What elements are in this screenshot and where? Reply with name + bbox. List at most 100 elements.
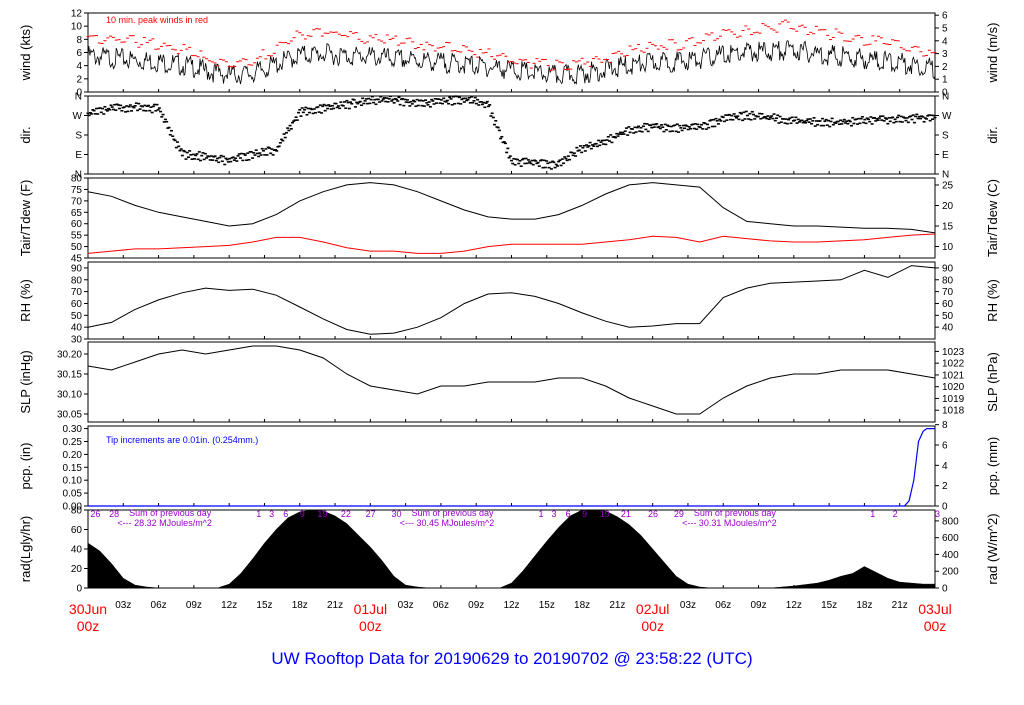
y-tick-label: 60 xyxy=(71,525,83,536)
y2-tick-label: 20 xyxy=(942,201,954,212)
x-tick-label: 06z xyxy=(151,600,167,611)
panel-pcp: pcp. (in) pcp. (mm) 0.00 0.05 0.10 0.15 0.20 0.… xyxy=(18,420,1000,512)
sun-annotation: <--- 30.31 MJoules/m^2 xyxy=(682,518,777,528)
y-tick-label: 8 xyxy=(76,35,82,46)
y2-tick-label: 6 xyxy=(942,441,948,452)
y-tick-label: 0 xyxy=(76,88,82,99)
sun-annotation: Sum of previous day xyxy=(694,508,777,518)
series-sea-level-pressure xyxy=(87,345,936,415)
sun-annotation: <--- 30.45 MJoules/m^2 xyxy=(400,518,495,528)
y-tick-label: 70 xyxy=(71,287,83,298)
y2-axis-label: dir. xyxy=(985,126,1000,143)
sun-label: 3 xyxy=(269,509,274,519)
y-tick-label: 40 xyxy=(71,323,83,334)
y2-tick-label: 70 xyxy=(942,287,954,298)
y2-tick-label: 2 xyxy=(942,62,948,73)
y2-tick-label: 600 xyxy=(942,533,959,544)
y2-tick-label: 200 xyxy=(942,567,959,578)
y-tick-label: 2 xyxy=(76,74,82,85)
x-tick-label: 12z xyxy=(786,600,802,611)
sun-label: 1 xyxy=(539,509,544,519)
y-tick-label: 55 xyxy=(71,231,83,242)
y-axis-label: wind (kts) xyxy=(18,25,33,82)
series-dew-point xyxy=(87,233,936,254)
sun-label: 2 xyxy=(893,509,898,519)
y-tick-label: 50 xyxy=(71,311,83,322)
sun-label: 6 xyxy=(283,509,288,519)
y2-tick-label: 6 xyxy=(942,11,948,22)
y-axis-label: Tair/Tdew (F) xyxy=(18,180,33,257)
x-tick-label: 09z xyxy=(186,600,202,611)
panel-frame xyxy=(87,261,936,340)
y-tick-label: 0 xyxy=(76,584,82,595)
x-tick-label: 09z xyxy=(468,600,484,611)
y2-axis-label: RH (%) xyxy=(985,279,1000,322)
x-tick-label: 18z xyxy=(292,600,308,611)
y-tick-label: S xyxy=(75,131,82,142)
x-date-label: 02Jul xyxy=(636,601,669,617)
y2-tick-label: 80 xyxy=(942,275,954,286)
x-date-hour-label: 00z xyxy=(924,618,947,634)
sun-label: 30 xyxy=(392,509,402,519)
y2-axis-label: pcp. (mm) xyxy=(985,437,1000,496)
sun-annotation: Sum of previous day xyxy=(129,508,212,518)
sun-label: 6 xyxy=(566,509,571,519)
x-tick-label: 15z xyxy=(539,600,555,611)
y2-tick-label: 0 xyxy=(942,584,948,595)
y2-tick-label: 0 xyxy=(942,502,948,513)
panel-annotation: Tip increments are 0.01in. (0.254mm.) xyxy=(106,435,258,445)
x-date-label: 01Jul xyxy=(354,601,387,617)
y2-tick-label: 1 xyxy=(942,75,948,86)
y-axis-label: rad(Lgly/hr) xyxy=(18,516,33,582)
x-date-label: 30Jun xyxy=(69,601,107,617)
y-tick-label: 65 xyxy=(71,208,83,219)
y2-tick-label: 1021 xyxy=(942,370,965,381)
y2-tick-label: 1022 xyxy=(942,359,965,370)
y-tick-label: 30.15 xyxy=(57,370,82,381)
panel-frame xyxy=(87,12,936,93)
y-axis-label: RH (%) xyxy=(18,279,33,322)
x-date-hour-label: 00z xyxy=(641,618,664,634)
y2-tick-label: 400 xyxy=(942,550,959,561)
y2-tick-label: 90 xyxy=(942,263,954,274)
y2-tick-label: 800 xyxy=(942,516,959,527)
x-tick-label: 03z xyxy=(115,600,131,611)
x-tick-label: 15z xyxy=(821,600,837,611)
y2-tick-label: 1019 xyxy=(942,394,965,405)
sun-label: 22 xyxy=(341,509,351,519)
y2-tick-label: 4 xyxy=(942,36,948,47)
y-axis-label: SLP (inHg) xyxy=(18,350,33,413)
y2-axis-label: wind (m/s) xyxy=(985,23,1000,84)
y2-tick-label: W xyxy=(942,111,952,122)
series-wind-direction xyxy=(86,95,937,170)
x-tick-label: 18z xyxy=(574,600,590,611)
series-mean-wind xyxy=(87,40,936,85)
y-tick-label: 0.05 xyxy=(63,489,83,500)
series-solar-radiation xyxy=(87,509,936,589)
y-tick-label: 90 xyxy=(71,263,83,274)
x-date-label: 03Jul xyxy=(918,601,951,617)
x-tick-label: 15z xyxy=(256,600,272,611)
x-axis: 03z 06z 09z 12z 15z 18z 21z 03z 06z 09z 12z 15z 18z 2… xyxy=(69,600,952,634)
sun-annotation: <--- 28.32 MJoules/m^2 xyxy=(117,518,212,528)
y2-axis-label: rad (W/m^2) xyxy=(985,513,1000,584)
panel-rad: rad(Lgly/hr) rad (W/m^2)02040608002004006… xyxy=(18,506,1000,595)
y-tick-label: 20 xyxy=(71,564,83,575)
y-tick-label: 4 xyxy=(76,61,82,72)
y-tick-label: 80 xyxy=(71,506,83,517)
y-tick-label: 40 xyxy=(71,545,83,556)
y-tick-label: N xyxy=(75,92,82,103)
y2-tick-label: 25 xyxy=(942,180,954,191)
y-tick-label: 70 xyxy=(71,196,83,207)
y2-tick-label: 2 xyxy=(942,481,948,492)
sun-label: 19 xyxy=(600,509,610,519)
sun-label: 3 xyxy=(551,509,556,519)
y2-axis-label: SLP (hPa) xyxy=(985,352,1000,412)
panel-annotation: 10 min. peak winds in red xyxy=(106,15,208,25)
sun-label: 9 xyxy=(300,509,305,519)
y2-tick-label: E xyxy=(942,150,949,161)
